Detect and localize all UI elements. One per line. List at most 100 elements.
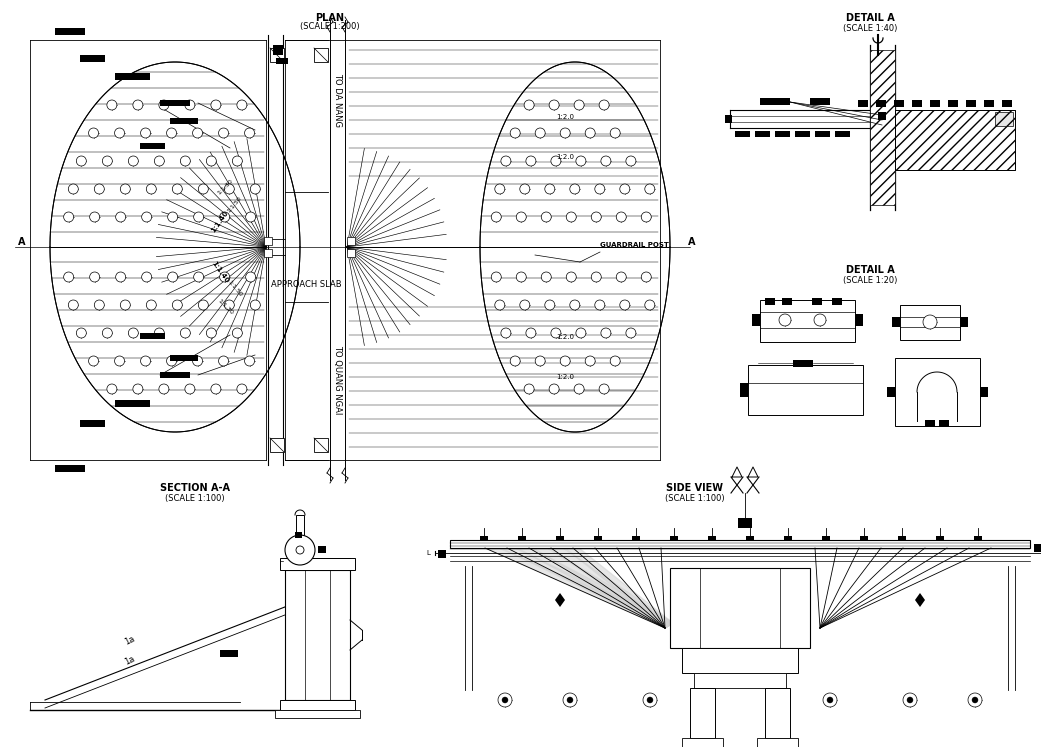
Bar xyxy=(55,28,85,35)
Circle shape xyxy=(211,384,221,394)
Circle shape xyxy=(116,212,126,222)
Circle shape xyxy=(601,156,611,166)
Bar xyxy=(784,536,792,541)
Circle shape xyxy=(194,212,204,222)
Circle shape xyxy=(576,156,586,166)
Polygon shape xyxy=(555,593,565,607)
Bar xyxy=(682,648,798,673)
Polygon shape xyxy=(501,548,672,628)
Circle shape xyxy=(107,100,117,110)
Bar xyxy=(285,570,350,700)
Text: PLAN: PLAN xyxy=(315,13,345,23)
Polygon shape xyxy=(915,593,925,607)
Bar xyxy=(296,515,304,550)
Polygon shape xyxy=(50,247,300,432)
Circle shape xyxy=(502,697,508,703)
Bar xyxy=(793,360,813,367)
Bar xyxy=(670,536,678,541)
Circle shape xyxy=(224,184,234,194)
Text: 1:2.0: 1:2.0 xyxy=(556,374,574,380)
Circle shape xyxy=(142,272,152,282)
Bar xyxy=(835,131,850,137)
Polygon shape xyxy=(533,548,672,628)
Bar xyxy=(939,420,949,427)
Circle shape xyxy=(128,328,138,338)
Circle shape xyxy=(180,328,191,338)
Circle shape xyxy=(250,300,260,310)
Bar xyxy=(518,536,526,541)
Circle shape xyxy=(154,328,164,338)
Circle shape xyxy=(133,100,143,110)
Circle shape xyxy=(147,184,156,194)
Circle shape xyxy=(173,184,182,194)
Circle shape xyxy=(168,212,178,222)
Circle shape xyxy=(147,300,156,310)
Text: 1:1.40: 1:1.40 xyxy=(210,210,230,234)
Text: SECTION A-A: SECTION A-A xyxy=(160,483,230,493)
Circle shape xyxy=(491,272,502,282)
Text: DETAIL A: DETAIL A xyxy=(845,13,894,23)
Circle shape xyxy=(643,693,657,707)
Circle shape xyxy=(133,384,143,394)
Bar xyxy=(936,536,944,541)
Circle shape xyxy=(220,212,230,222)
Circle shape xyxy=(510,356,520,366)
Circle shape xyxy=(569,184,580,194)
Bar xyxy=(314,438,328,452)
Circle shape xyxy=(619,184,630,194)
Text: 1:2.0: 1:2.0 xyxy=(556,154,574,160)
Bar xyxy=(812,298,822,305)
Bar xyxy=(450,540,1030,548)
Text: (SCALE 1:200): (SCALE 1:200) xyxy=(300,22,360,31)
Bar xyxy=(895,110,1015,170)
Circle shape xyxy=(194,272,204,282)
Circle shape xyxy=(551,328,561,338)
Bar xyxy=(895,110,1015,170)
Circle shape xyxy=(102,156,112,166)
Circle shape xyxy=(141,356,151,366)
Bar xyxy=(755,131,770,137)
Circle shape xyxy=(501,328,511,338)
Circle shape xyxy=(585,356,595,366)
Bar xyxy=(347,237,355,245)
Circle shape xyxy=(510,128,520,138)
Bar xyxy=(748,365,863,415)
Circle shape xyxy=(560,128,570,138)
Circle shape xyxy=(206,156,217,166)
Bar xyxy=(995,112,1013,126)
Circle shape xyxy=(585,128,595,138)
Circle shape xyxy=(576,328,586,338)
Circle shape xyxy=(519,300,530,310)
Circle shape xyxy=(827,697,833,703)
Bar xyxy=(765,298,775,305)
Bar xyxy=(264,237,272,245)
Bar xyxy=(810,98,830,105)
Bar xyxy=(1002,100,1012,107)
Circle shape xyxy=(115,356,125,366)
Bar xyxy=(860,536,868,541)
Polygon shape xyxy=(549,548,672,628)
Bar xyxy=(314,48,328,62)
Circle shape xyxy=(907,697,913,703)
Text: 1:2.0: 1:2.0 xyxy=(556,334,574,340)
Circle shape xyxy=(923,315,937,329)
Circle shape xyxy=(245,356,255,366)
Circle shape xyxy=(516,272,527,282)
Text: 1:1.50: 1:1.50 xyxy=(227,280,244,298)
Circle shape xyxy=(237,100,247,110)
Bar xyxy=(139,333,166,339)
Bar xyxy=(752,314,760,326)
Circle shape xyxy=(206,328,217,338)
Circle shape xyxy=(193,128,203,138)
Bar xyxy=(887,387,895,397)
Circle shape xyxy=(245,128,255,138)
Circle shape xyxy=(220,272,230,282)
Bar xyxy=(347,249,355,257)
Circle shape xyxy=(185,100,195,110)
Circle shape xyxy=(168,272,178,282)
Bar xyxy=(270,48,284,62)
Bar xyxy=(822,536,830,541)
Circle shape xyxy=(526,328,536,338)
Bar xyxy=(892,317,900,327)
Bar xyxy=(295,532,302,538)
